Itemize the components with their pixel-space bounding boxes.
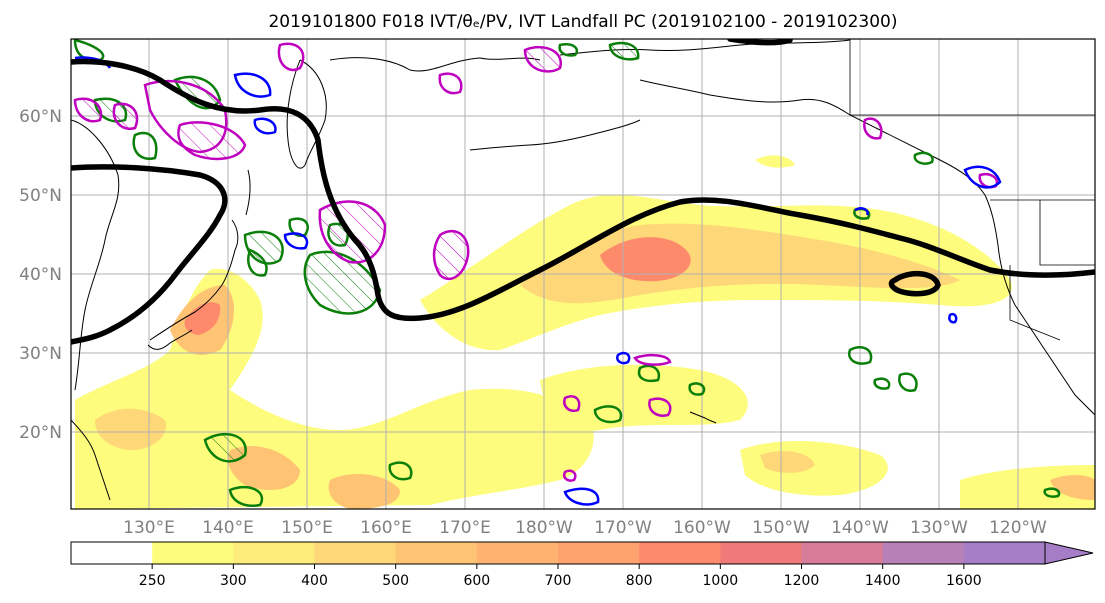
ivt-south-blob-3: [328, 474, 400, 509]
colorbar-swatch: [476, 542, 559, 564]
lat-label: 20°N: [19, 423, 62, 443]
lon-label: 170°W: [594, 518, 652, 538]
coast-bc: [879, 129, 999, 246]
colorbar-swatch: [801, 542, 884, 564]
ivt-far-east: [960, 465, 1095, 509]
ivt-east-south-2: [760, 451, 815, 473]
political-borders: [849, 39, 1095, 341]
contours-magenta: [73, 42, 999, 482]
lon-label: 120°W: [989, 518, 1047, 538]
map-panel: [70, 38, 1096, 510]
lon-label: 150°E: [281, 518, 333, 538]
colorbar-swatch: [395, 542, 478, 564]
coast-china: [71, 419, 111, 501]
colorbar-swatches: [71, 542, 1046, 564]
colorbar-tick-label: 500: [382, 573, 409, 589]
ivt-south-blob-2: [228, 446, 300, 490]
colorbar-swatch: [314, 542, 397, 564]
ivt-south-blob-1: [95, 408, 166, 450]
lat-label: 60°N: [19, 107, 62, 127]
coast-alaska: [639, 79, 881, 131]
lon-label: 140°E: [202, 518, 254, 538]
colorbar-tick-label: 300: [220, 573, 247, 589]
ivt-central-south: [540, 364, 748, 431]
map-frame: [70, 38, 1096, 510]
ivt-north-patch: [570, 194, 620, 214]
lon-label: 170°E: [439, 518, 491, 538]
colorbar-tick-label: 400: [301, 573, 328, 589]
coast-aleutians: [469, 119, 641, 151]
coast-siberia: [329, 57, 541, 72]
lon-label: 160°W: [673, 518, 731, 538]
colorbar-tick-label: 700: [545, 573, 572, 589]
black-contour-east-loop: [888, 271, 941, 297]
ivt-ne-patch: [755, 155, 795, 168]
coast-japan: [149, 219, 239, 341]
colorbar-tick-label: 1000: [703, 573, 739, 589]
lon-label: 140°W: [831, 518, 889, 538]
lon-label: 180°W: [515, 518, 573, 538]
black-contour-north-west: [71, 58, 1095, 322]
colorbar-tick-label: 1400: [865, 573, 901, 589]
lon-label: 150°W: [752, 518, 810, 538]
coast-alaska-north: [559, 39, 851, 56]
gridlines: [71, 39, 1095, 509]
colorbar-tick-label: 1200: [784, 573, 820, 589]
lon-label: 130°E: [123, 518, 175, 538]
ivt-west-core: [184, 302, 221, 335]
contours-black-thick: [71, 39, 1095, 345]
colorbar-swatch: [720, 542, 802, 564]
colorbar-swatch: [233, 542, 315, 564]
colorbar-swatch: [639, 542, 721, 564]
colorbar-tick-label: 600: [463, 573, 490, 589]
colorbar-swatch: [558, 542, 640, 564]
colorbar-swatch: [882, 542, 965, 564]
ivt-far-east-2: [1050, 475, 1095, 500]
chart-title: 2019101800 F018 IVT/θₑ/PV, IVT Landfall …: [268, 12, 897, 32]
black-contour-west: [71, 164, 228, 345]
colorbar-tick-label: 250: [139, 573, 166, 589]
latitude-labels: 60°N 50°N 40°N 30°N 20°N: [19, 107, 62, 443]
longitude-labels: 130°E 140°E 150°E 160°E 170°E 180°W 170°…: [123, 518, 1047, 538]
colorbar-tick-label: 1600: [946, 573, 982, 589]
colorbar: 250 300 400 500 600 700 800 1000 1200 1400 1600: [70, 541, 1094, 589]
lat-label: 40°N: [19, 265, 62, 285]
lon-label: 130°W: [910, 518, 968, 538]
coast-usa-west: [997, 244, 1095, 416]
coast-sakhalin: [245, 169, 251, 216]
colorbar-swatch: [71, 542, 153, 564]
coast-hawaii: [689, 411, 717, 424]
lat-label: 50°N: [19, 186, 62, 206]
coast-japan-south: [147, 329, 193, 350]
colorbar-tick-label: 800: [626, 573, 653, 589]
lat-label: 30°N: [19, 344, 62, 364]
contours-blue: [74, 56, 1002, 506]
colorbar-swatch: [963, 542, 1046, 564]
colorbar-ticks: 250 300 400 500 600 700 800 1000 1200 1400 1600: [139, 564, 982, 589]
colorbar-extend-arrow: [1044, 541, 1094, 565]
lon-label: 160°E: [360, 518, 412, 538]
ivt-shading: [75, 155, 1095, 509]
colorbar-swatch: [152, 542, 234, 564]
black-contour-north: [727, 39, 793, 46]
coast-asia: [71, 119, 120, 391]
